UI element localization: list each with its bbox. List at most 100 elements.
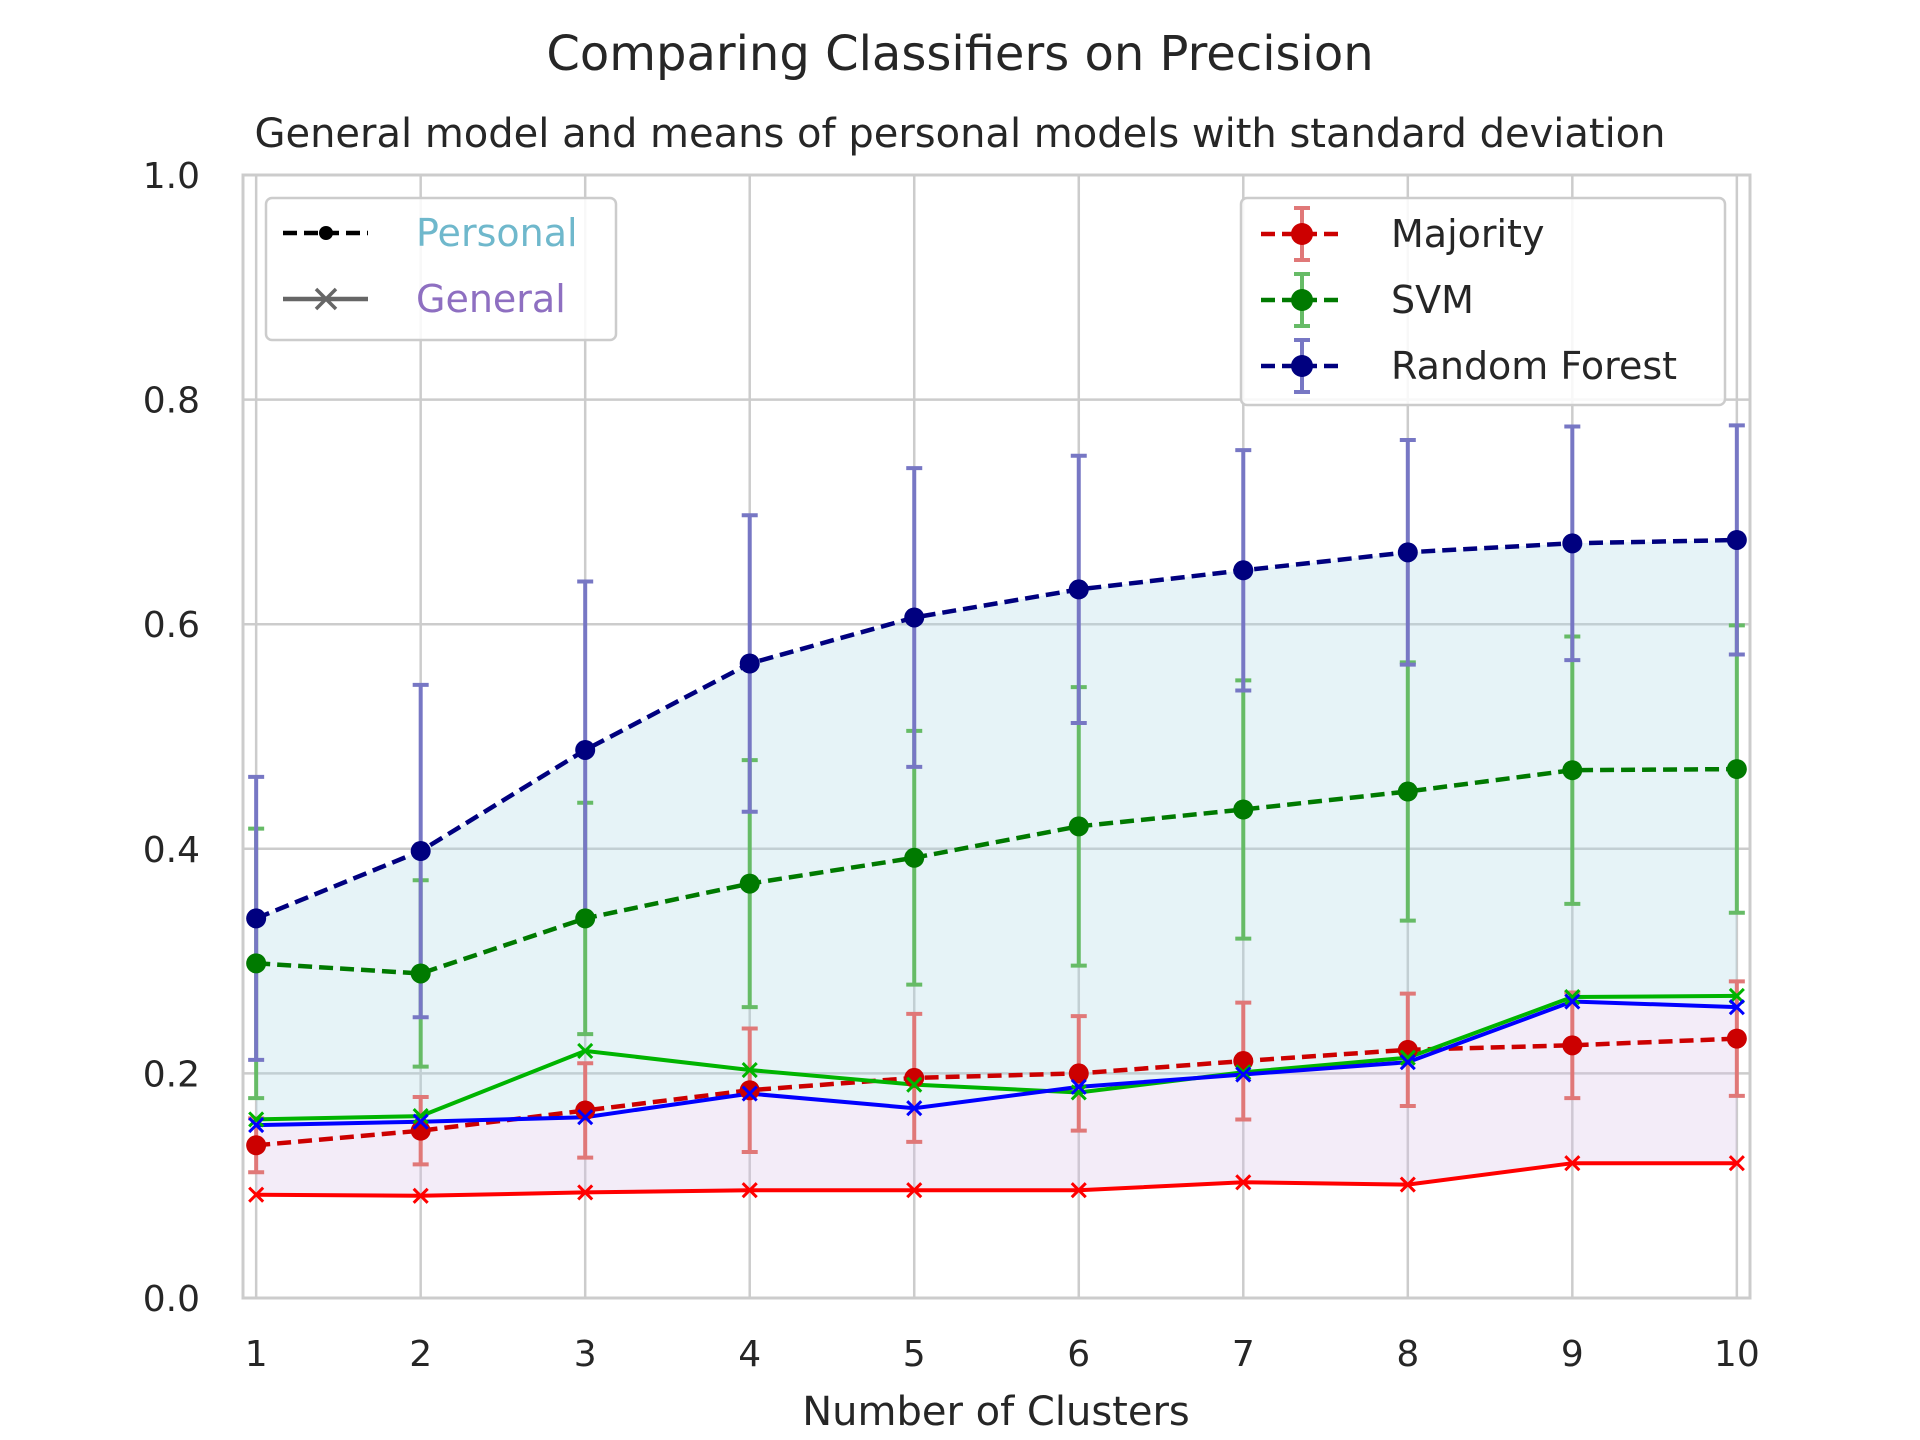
point-general-random-forest <box>1070 1078 1087 1095</box>
point-general-majority <box>412 1187 429 1204</box>
point-personal-random-forest <box>1397 542 1418 563</box>
point-personal-majority <box>1397 1039 1418 1060</box>
series-markers <box>246 529 1747 1204</box>
point-general-svm <box>248 1111 265 1128</box>
point-personal-random-forest <box>1726 529 1747 550</box>
legend-style-personal-marker <box>319 226 333 240</box>
point-personal-svm <box>1726 759 1747 780</box>
y-tick-label: 0.8 <box>143 381 200 422</box>
x-tick-label: 9 <box>1561 1334 1584 1375</box>
point-general-svm <box>1399 1049 1416 1066</box>
point-personal-random-forest <box>410 841 431 862</box>
point-personal-majority <box>575 1100 596 1121</box>
x-tick-label: 3 <box>574 1334 597 1375</box>
point-general-random-forest <box>1564 993 1581 1010</box>
line-personal-svm <box>256 766 1737 976</box>
point-personal-svm <box>1233 799 1254 820</box>
y-tick-label: 0.0 <box>143 1279 200 1320</box>
point-general-majority <box>906 1182 923 1199</box>
point-personal-majority <box>1726 1028 1747 1049</box>
x-tick-label: 2 <box>409 1334 432 1375</box>
point-general-svm <box>577 1042 594 1060</box>
y-tick-labels: 0.0 0.2 0.4 0.6 0.8 1.0 <box>143 156 200 1320</box>
point-general-majority <box>1070 1182 1087 1199</box>
point-personal-svm <box>575 908 596 929</box>
line-personal-random-forest <box>255 537 1737 921</box>
line-personal-majority <box>256 1036 1737 1148</box>
chart-title: Comparing Classifiers on Precision <box>546 26 1373 82</box>
legend-style-general-label: General <box>416 277 566 321</box>
y-tick-label: 0.4 <box>143 830 200 871</box>
chart-subtitle: General model and means of personal mode… <box>254 111 1665 157</box>
point-general-majority <box>741 1182 758 1199</box>
y-tick-label: 1.0 <box>143 156 200 197</box>
point-general-random-forest <box>577 1109 594 1126</box>
series-lines <box>255 537 1737 1198</box>
x-tick-label: 8 <box>1396 1334 1419 1375</box>
legend-series-svm-marker <box>1291 289 1313 311</box>
point-personal-svm <box>1397 781 1418 802</box>
point-personal-random-forest <box>1233 560 1254 581</box>
x-tick-label: 6 <box>1067 1334 1090 1375</box>
point-personal-svm <box>1562 760 1583 781</box>
point-personal-random-forest <box>1068 579 1089 600</box>
point-personal-svm <box>739 873 760 894</box>
point-personal-svm <box>410 963 431 984</box>
point-general-random-forest <box>412 1113 429 1130</box>
point-general-majority <box>1235 1174 1252 1191</box>
line-general-svm <box>256 993 1737 1122</box>
point-personal-majority <box>1068 1063 1089 1084</box>
point-personal-svm <box>904 847 925 868</box>
legend-series-majority-marker <box>1291 223 1313 245</box>
point-general-svm <box>906 1076 923 1093</box>
x-tick-label: 4 <box>738 1334 761 1375</box>
legend-style-personal-label: Personal <box>416 211 578 255</box>
legend-series-majority-label: Majority <box>1391 212 1544 256</box>
x-tick-labels: 1 2 3 4 5 6 7 8 9 10 <box>245 1334 1760 1375</box>
point-personal-random-forest <box>904 607 925 628</box>
x-tick-label: 7 <box>1232 1334 1255 1375</box>
error-bars <box>248 423 1745 1175</box>
point-personal-majority <box>739 1080 760 1101</box>
point-personal-majority <box>246 1135 267 1156</box>
y-tick-label: 0.2 <box>143 1054 200 1095</box>
point-personal-majority <box>1562 1035 1583 1056</box>
legend-style-general-marker <box>314 287 338 311</box>
point-general-svm <box>1564 988 1581 1006</box>
point-personal-svm <box>246 953 267 974</box>
x-axis-label: Number of Clusters <box>802 1389 1189 1435</box>
point-general-svm <box>1070 1084 1087 1101</box>
point-general-random-forest <box>1728 999 1745 1016</box>
x-tick-label: 10 <box>1714 1334 1760 1375</box>
point-general-majority <box>1728 1155 1745 1172</box>
point-personal-random-forest <box>246 908 267 929</box>
point-personal-svm <box>1068 816 1089 837</box>
point-general-svm <box>412 1108 429 1125</box>
legend-series-frame <box>1239 196 1727 407</box>
point-general-majority <box>577 1184 594 1201</box>
point-general-random-forest <box>248 1116 265 1134</box>
legend-series-svm-label: SVM <box>1391 278 1474 322</box>
point-personal-random-forest <box>1562 533 1583 554</box>
line-general-random-forest <box>256 999 1737 1128</box>
point-general-svm <box>1235 1064 1252 1081</box>
legend-series-random-forest-marker <box>1291 355 1313 377</box>
point-general-random-forest <box>741 1085 758 1102</box>
point-general-random-forest <box>906 1100 923 1117</box>
point-personal-majority <box>904 1067 925 1088</box>
legend-line-style: Personal General <box>264 196 618 342</box>
point-personal-random-forest <box>739 653 760 674</box>
line-general-majority <box>256 1161 1737 1198</box>
legend-series: Majority SVM Random Forest <box>1239 196 1727 407</box>
point-general-random-forest <box>1399 1054 1416 1071</box>
point-general-majority <box>1564 1155 1581 1172</box>
x-tick-label: 5 <box>903 1334 926 1375</box>
point-personal-random-forest <box>575 739 596 760</box>
x-tick-label: 1 <box>245 1334 268 1375</box>
y-tick-label: 0.6 <box>143 605 200 646</box>
point-general-svm <box>741 1061 758 1079</box>
legend-series-random-forest-label: Random Forest <box>1391 344 1677 388</box>
point-general-random-forest <box>1235 1066 1252 1083</box>
point-general-majority <box>1399 1176 1416 1193</box>
